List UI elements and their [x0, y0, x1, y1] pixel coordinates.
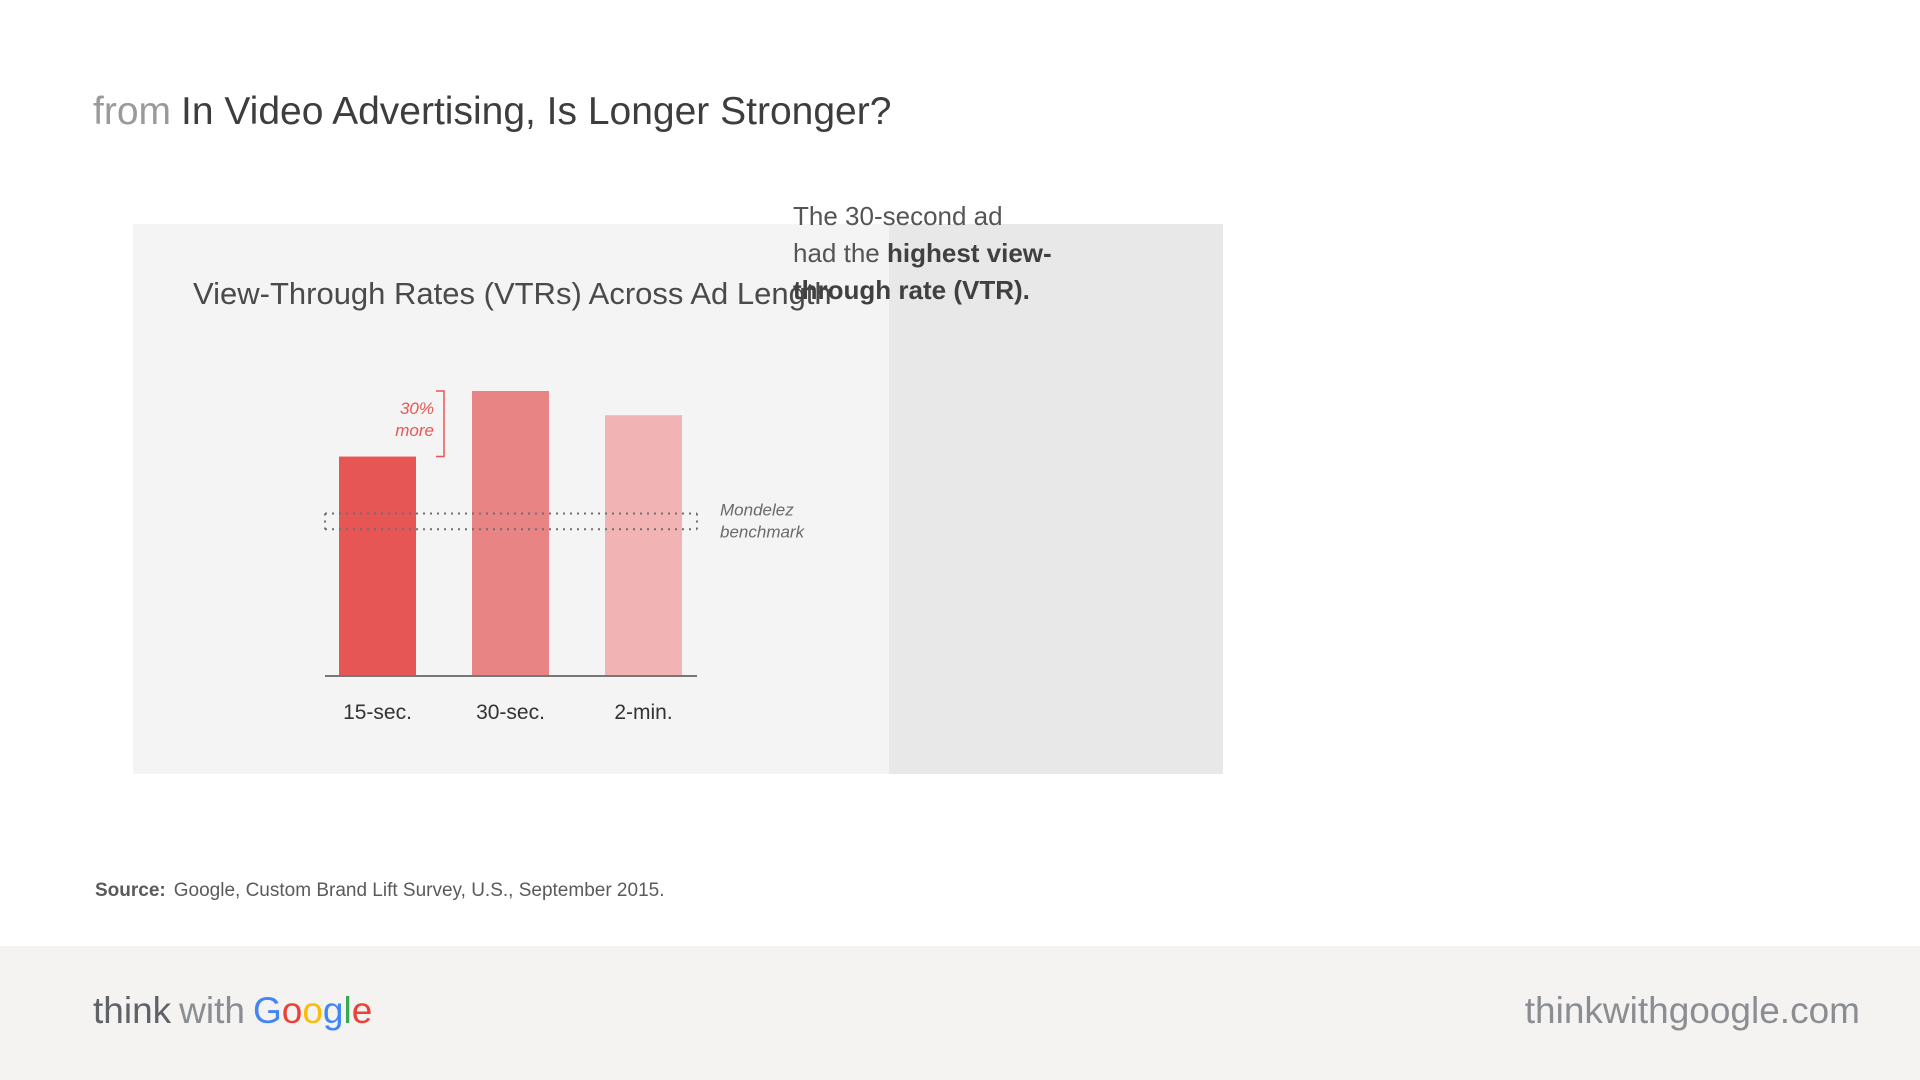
source-text: Google, Custom Brand Lift Survey, U.S., … — [173, 880, 665, 901]
source-note: Source: Google, Custom Brand Lift Survey,… — [95, 880, 664, 902]
bar-chart: Mondelez benchmark 15-sec. 30-sec. 2-min. 30%… — [324, 390, 806, 724]
insight-plain: The 30-second ad had the — [793, 201, 1003, 268]
x-tick-label-3: 2-min. — [614, 701, 672, 724]
footer: think with Google thinkwithgoogle.com — [0, 946, 1920, 1080]
annotation-label-line2: more — [395, 421, 434, 440]
page-title: from In Video Advertising, Is Longer Stro… — [93, 90, 891, 134]
brand-google-e: e — [351, 990, 373, 1031]
brand-google-o1: o — [281, 990, 303, 1031]
insight-panel — [889, 224, 1223, 774]
bar-2 — [472, 391, 549, 676]
site-url-link[interactable]: thinkwithgoogle.com — [1524, 990, 1860, 1031]
title-text: In Video Advertising, Is Longer Stronger… — [181, 90, 892, 133]
think-with-google-logo[interactable]: think with Google — [93, 990, 372, 1032]
chart-title: View-Through Rates (VTRs) Across Ad Leng… — [193, 276, 832, 311]
source-label: Source: — [95, 880, 166, 901]
bar-1 — [339, 456, 416, 676]
chart-card: View-Through Rates (VTRs) Across Ad Leng… — [133, 224, 1223, 774]
annotation-bracket — [436, 390, 445, 458]
brand-with: with — [179, 990, 245, 1031]
insight-bold: highest view-through rate (VTR). — [793, 238, 1052, 305]
benchmark-label-line2: benchmark — [720, 522, 806, 541]
brand-google-l: l — [343, 990, 352, 1031]
annotation-label-line1: 30% — [400, 399, 434, 418]
brand-google-o2: o — [302, 990, 323, 1031]
brand-google-g2: g — [322, 990, 344, 1031]
brand-think: think — [93, 990, 172, 1031]
brand-google-g1: G — [252, 990, 282, 1031]
benchmark-label-line1: Mondelez — [720, 500, 794, 519]
x-tick-label-2: 30-sec. — [476, 701, 545, 724]
x-tick-label-1: 15-sec. — [343, 701, 412, 724]
insight-text: The 30-second ad had the highest view-th… — [793, 198, 1053, 309]
title-prefix: from — [93, 90, 171, 133]
bar-3 — [605, 415, 682, 676]
